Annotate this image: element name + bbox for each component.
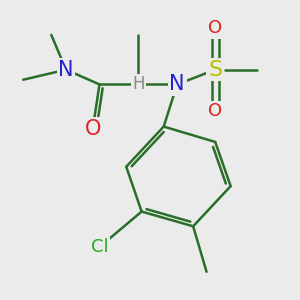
- Text: S: S: [208, 60, 222, 80]
- Text: Cl: Cl: [91, 238, 108, 256]
- Text: O: O: [85, 118, 101, 139]
- Text: N: N: [58, 60, 74, 80]
- Text: O: O: [208, 102, 222, 120]
- Text: H: H: [132, 75, 145, 93]
- Text: N: N: [169, 74, 185, 94]
- Text: O: O: [208, 19, 222, 37]
